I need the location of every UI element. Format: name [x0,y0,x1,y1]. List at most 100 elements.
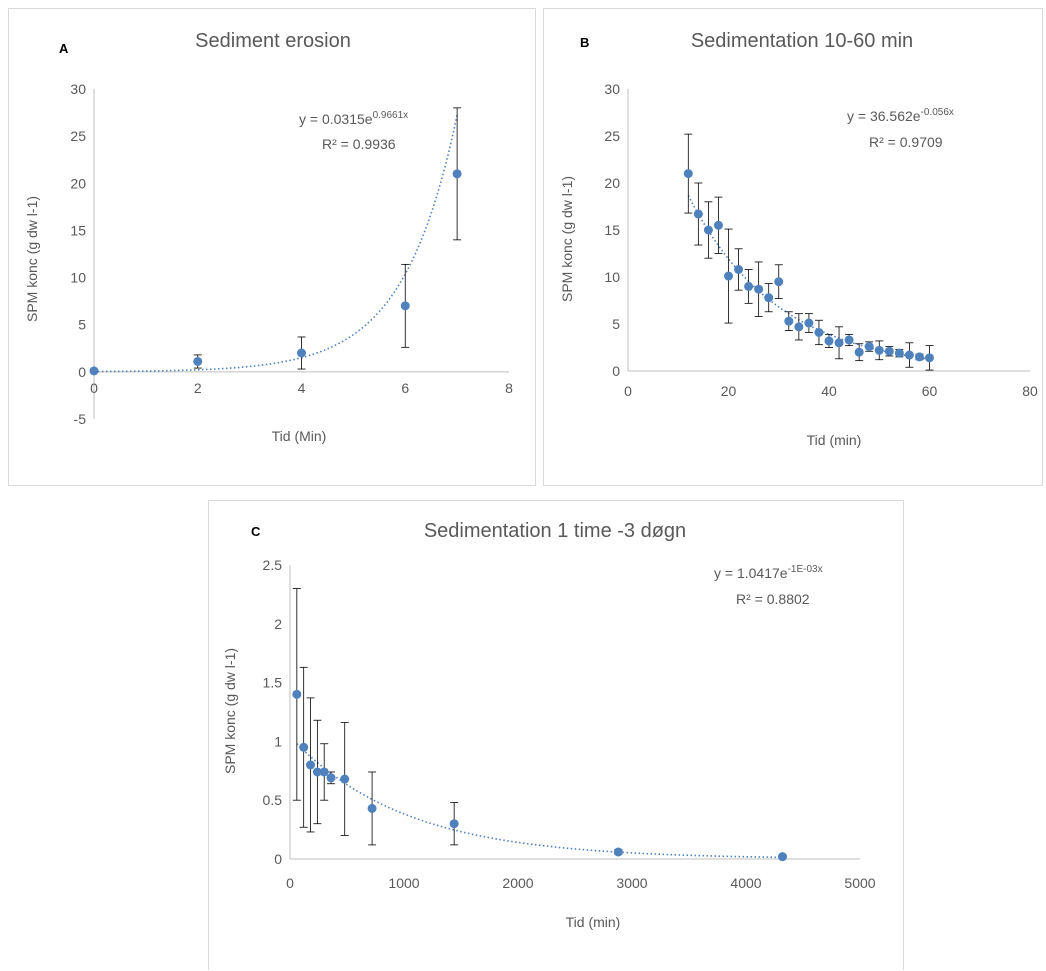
x-tick-label: 6 [401,380,409,396]
data-point [874,345,884,355]
x-tick-label: 4 [298,380,306,396]
data-point [306,760,316,770]
y-axis-label: SPM konc (g dw l-1) [24,196,40,322]
data-point [777,852,787,862]
x-tick-label: 20 [721,383,737,399]
data-point [914,352,924,362]
trendline-equation: y = 1.0417e-1E-03x [714,564,823,581]
trendline [296,743,783,859]
x-tick-label: 40 [821,383,837,399]
data-point [744,281,754,291]
y-tick-label: 15 [70,222,86,238]
y-tick-label: 20 [70,175,86,191]
data-point [326,773,336,783]
x-tick-label: 0 [624,383,632,399]
chart-panel-c: C Sedimentation 1 time -3 døgn SPM konc … [208,500,904,970]
data-point [814,327,824,337]
y-tick-label: 0 [612,363,620,379]
y-tick-label: 30 [604,81,620,97]
data-point [854,347,864,357]
data-point [794,322,804,332]
panel-letter: A [59,41,69,56]
y-tick-label: 0.5 [263,792,283,808]
equation-base: y = 1.0417e [714,565,788,581]
y-tick-label: 10 [604,269,620,285]
trendline-equation: y = 0.0315e0.9661x [299,110,408,127]
data-point [774,277,784,287]
chart-panel-b: B Sedimentation 10-60 min SPM konc (g dw… [543,8,1043,486]
x-tick-label: 2 [194,380,202,396]
data-point [925,353,934,363]
data-point [904,350,914,360]
data-point [764,293,774,303]
x-tick-label: 8 [505,380,513,396]
data-point [864,342,874,352]
equation-exponent: -1E-03x [788,564,823,575]
x-tick-label: 4000 [730,875,761,891]
data-point [824,336,834,346]
x-axis-label: Tid (min) [807,432,862,448]
data-point [703,225,713,235]
trendline [93,114,458,373]
panel-letter: C [251,524,261,539]
data-point [693,209,703,219]
x-tick-label: 80 [1022,383,1038,399]
y-tick-label: 5 [78,317,86,333]
y-tick-label: 1 [274,733,282,749]
x-tick-label: 5000 [844,875,875,891]
data-point [894,348,904,358]
chart-b-svg: B Sedimentation 10-60 min SPM konc (g dw… [559,30,1038,448]
data-point [452,169,462,179]
trendline-equation: y = 36.562e-0.056x [847,107,954,124]
data-point [193,356,203,366]
data-point [297,348,306,358]
y-tick-label: 10 [70,270,86,286]
data-point [844,335,854,345]
data-point [713,220,723,230]
equation-base: y = 36.562e [847,108,921,124]
y-tick-label: 30 [70,81,86,97]
data-point [884,346,894,356]
chart-title: Sedimentation 10-60 min [691,30,913,52]
y-tick-label: 0 [274,851,282,867]
chart-panel-a: A Sediment erosion SPM konc (g dw l-1) T… [8,8,536,486]
y-tick-label: -5 [74,411,87,427]
data-point [340,774,350,784]
data-point [312,767,322,777]
x-tick-label: 0 [90,380,98,396]
data-point [834,338,844,348]
data-point [299,742,309,752]
data-point [89,366,99,376]
chart-title: Sedimentation 1 time -3 døgn [424,520,686,542]
data-point [449,819,459,829]
r-squared: R² = 0.9709 [869,134,943,150]
data-point [724,271,733,281]
data-point [613,847,623,857]
x-tick-label: 0 [286,875,294,891]
y-tick-label: 25 [604,128,620,144]
chart-c-svg: C Sedimentation 1 time -3 døgn SPM konc … [222,520,876,930]
y-axis-label: SPM konc (g dw l-1) [222,648,238,774]
data-point [683,169,693,179]
equation-exponent: 0.9661x [373,110,409,121]
data-point [400,301,410,311]
x-tick-label: 3000 [616,875,647,891]
y-tick-label: 5 [612,316,620,332]
y-tick-label: 2.5 [263,557,283,573]
r-squared: R² = 0.8802 [736,591,810,607]
r-squared: R² = 0.9936 [322,136,396,152]
x-tick-label: 1000 [388,875,419,891]
y-tick-label: 15 [604,222,620,238]
data-point [754,284,764,294]
data-point [292,689,302,699]
data-point [784,316,794,326]
x-axis-label: Tid (Min) [272,428,327,444]
data-point [734,264,744,274]
data-point [804,318,814,328]
x-tick-label: 60 [922,383,938,399]
panel-letter: B [580,35,589,50]
y-tick-label: 25 [70,128,86,144]
y-tick-label: 0 [78,364,86,380]
y-tick-label: 1.5 [263,675,283,691]
y-tick-label: 20 [604,175,620,191]
